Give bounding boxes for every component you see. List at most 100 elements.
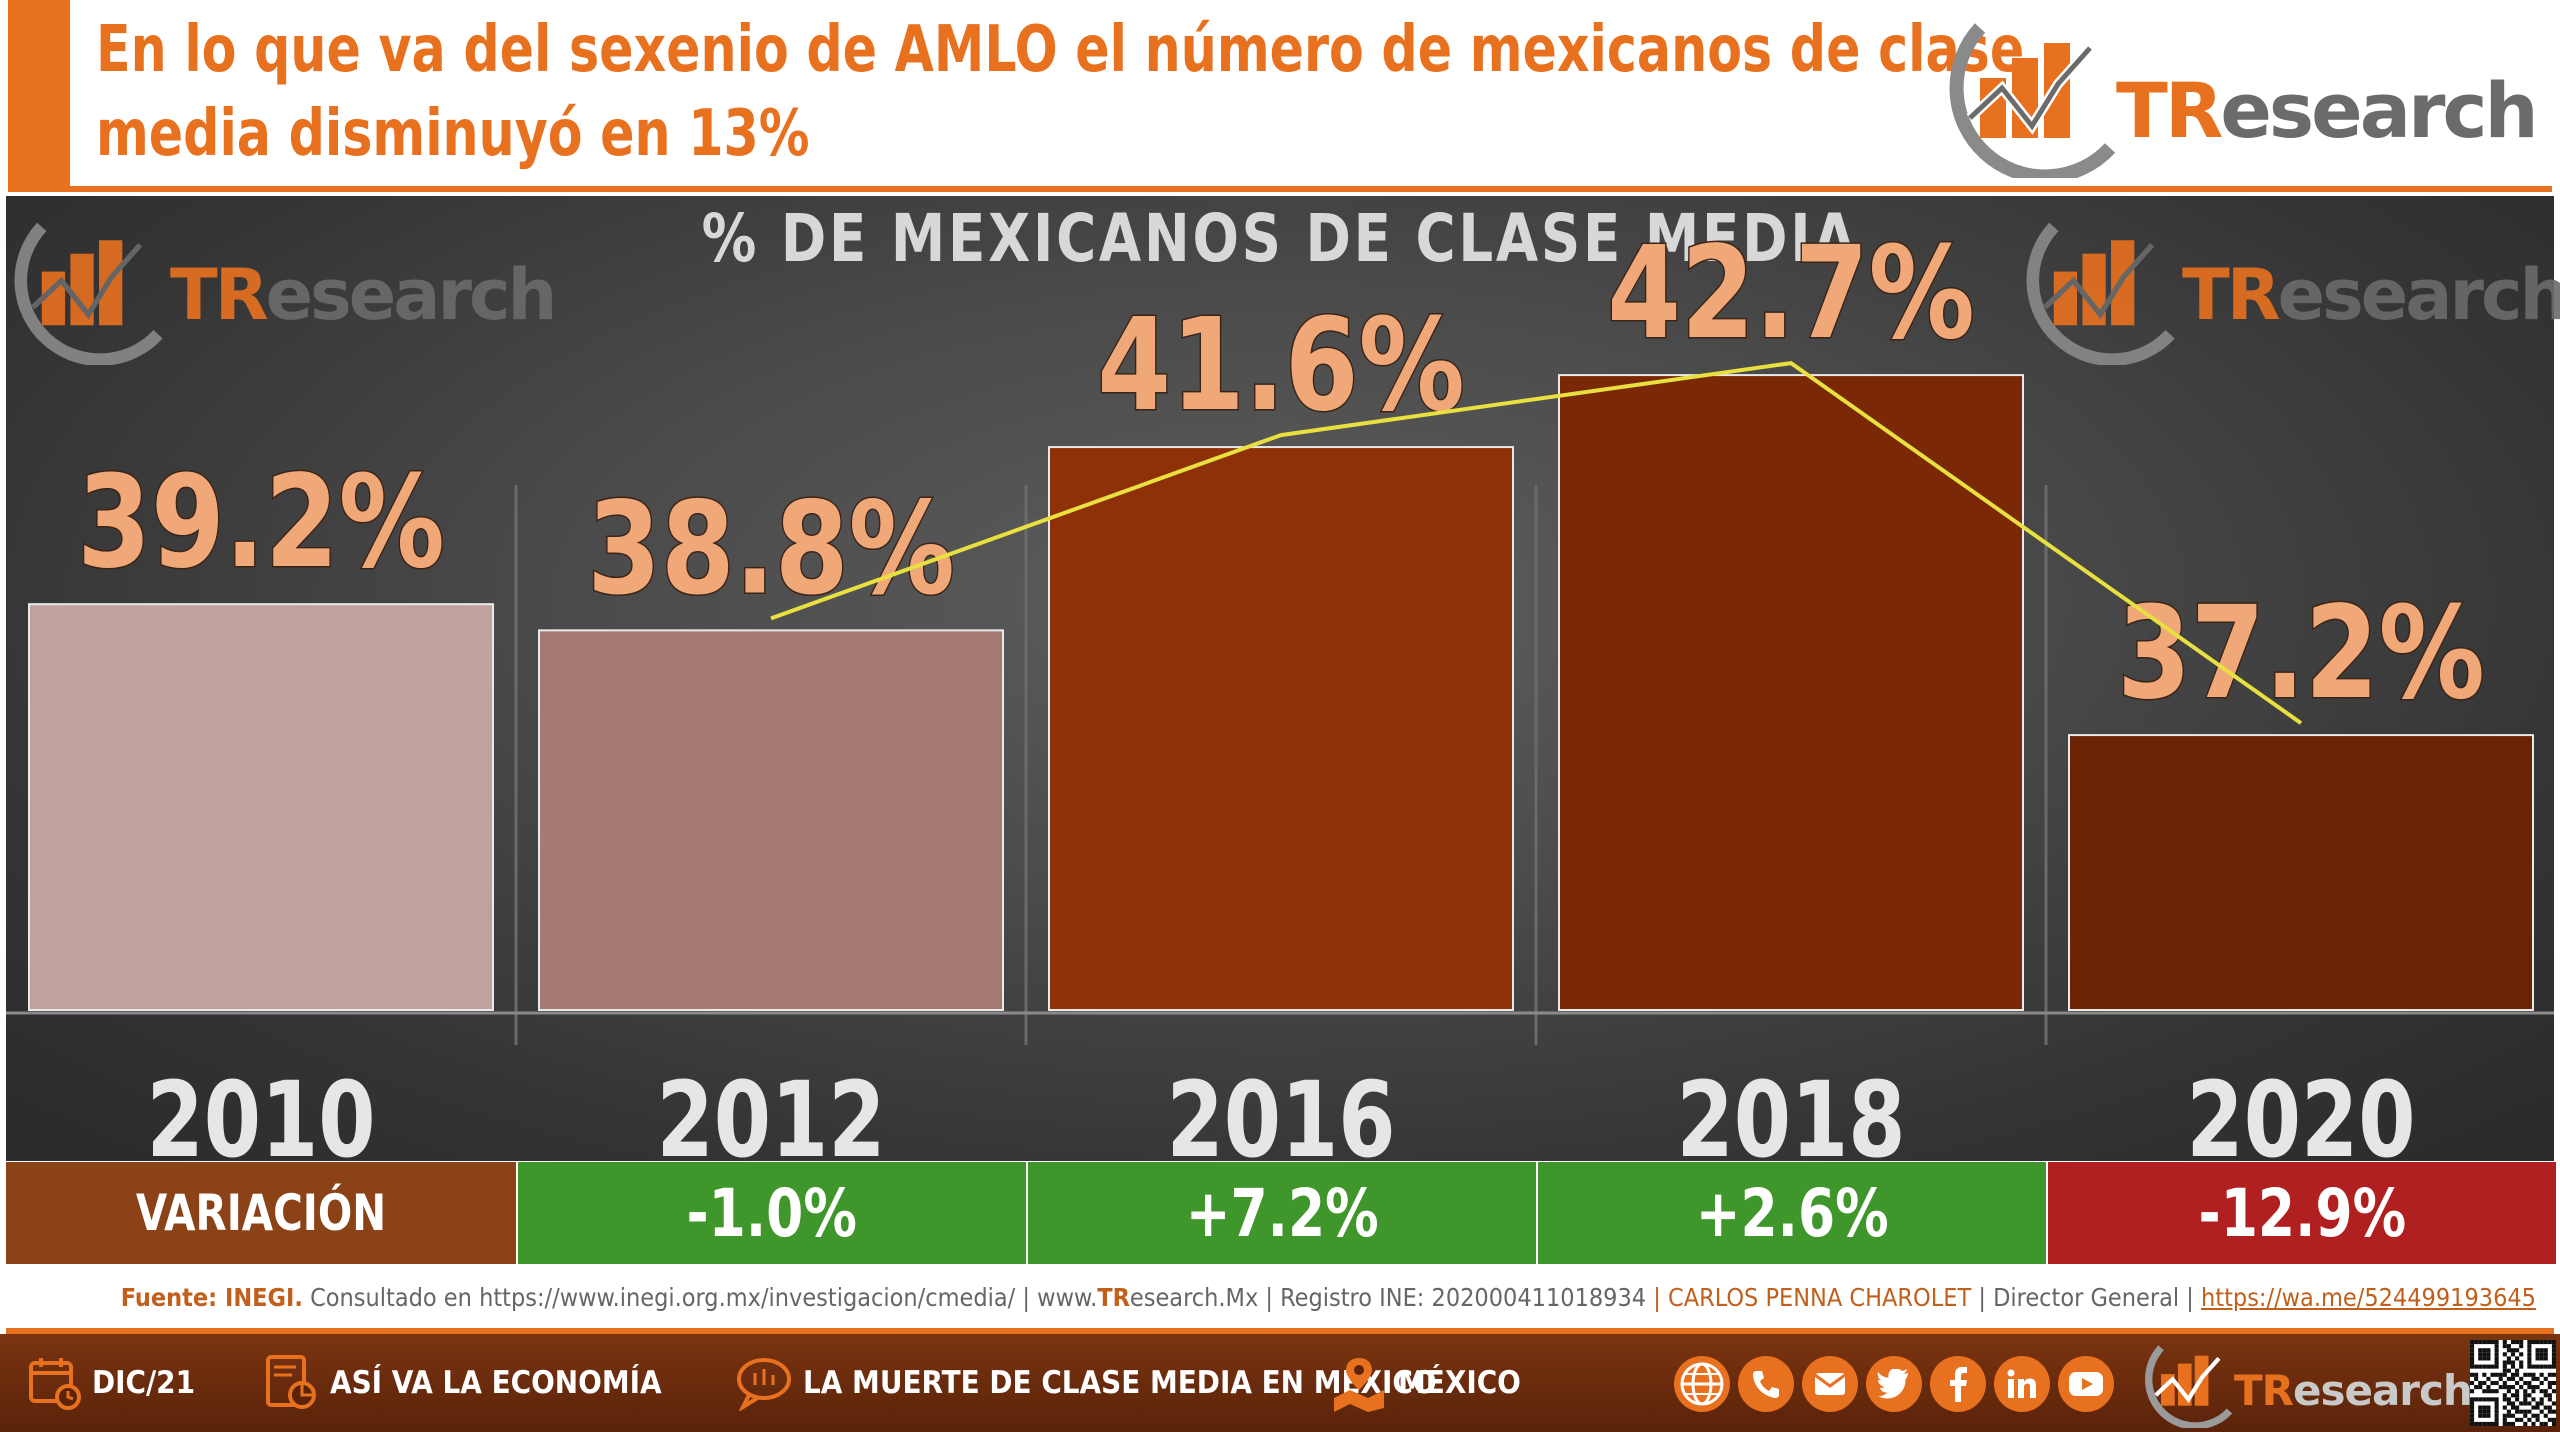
variation-value: +2.6% <box>1538 1162 2046 1264</box>
variation-label: VARIACIÓN <box>6 1162 516 1264</box>
qr-module <box>2486 1364 2491 1369</box>
qr-module <box>2527 1340 2532 1345</box>
qr-module <box>2527 1385 2532 1390</box>
qr-module <box>2551 1364 2556 1369</box>
x-tick-label-2016: 2016 <box>1166 1060 1395 1181</box>
qr-module <box>2535 1405 2540 1410</box>
qr-module <box>2543 1421 2548 1426</box>
qr-module <box>2531 1364 2536 1369</box>
qr-module <box>2551 1401 2556 1406</box>
qr-module <box>2531 1421 2536 1426</box>
qr-module <box>2470 1405 2475 1410</box>
qr-module <box>2519 1401 2524 1406</box>
qr-module <box>2470 1389 2475 1394</box>
qr-module <box>2482 1409 2487 1414</box>
qr-module <box>2502 1360 2507 1365</box>
qr-module <box>2470 1421 2475 1426</box>
qr-module <box>2486 1376 2491 1381</box>
qr-module <box>2527 1372 2532 1377</box>
linkedin-icon[interactable] <box>1994 1356 2050 1412</box>
qr-module <box>2531 1385 2536 1390</box>
header-accent-bar <box>8 0 70 186</box>
qr-module <box>2486 1397 2491 1402</box>
qr-code[interactable] <box>2470 1340 2556 1426</box>
qr-module <box>2523 1393 2528 1398</box>
qr-module <box>2515 1389 2520 1394</box>
youtube-icon[interactable] <box>2058 1356 2114 1412</box>
whatsapp-link[interactable]: https://wa.me/524499193645 <box>2201 1282 2536 1312</box>
qr-module <box>2531 1389 2536 1394</box>
qr-module <box>2482 1352 2487 1357</box>
source-label: Fuente: INEGI. <box>120 1282 303 1312</box>
qr-module <box>2470 1360 2475 1365</box>
qr-module <box>2543 1340 2548 1345</box>
qr-module <box>2523 1380 2528 1386</box>
qr-module <box>2486 1340 2491 1345</box>
twitter-icon[interactable] <box>1866 1356 1922 1412</box>
x-tick-label-2018: 2018 <box>1676 1060 1905 1181</box>
qr-module <box>2535 1413 2540 1418</box>
qr-module <box>2519 1360 2524 1365</box>
qr-module <box>2482 1413 2487 1418</box>
qr-module <box>2510 1376 2516 1381</box>
qr-module <box>2523 1413 2528 1418</box>
bar-2018 <box>1558 374 2024 1012</box>
qr-module <box>2482 1372 2487 1377</box>
qr-module <box>2543 1348 2548 1353</box>
source-url-link[interactable]: https://www.inegi.org.mx/investigacion/c… <box>479 1282 1016 1312</box>
qr-module <box>2539 1364 2544 1369</box>
facebook-icon[interactable] <box>1930 1356 1986 1412</box>
qr-module <box>2551 1372 2556 1377</box>
qr-module <box>2535 1352 2540 1357</box>
qr-module <box>2502 1380 2507 1386</box>
qr-module <box>2539 1348 2544 1353</box>
qr-module <box>2494 1380 2499 1386</box>
qr-module <box>2482 1405 2487 1410</box>
source-line: Fuente: INEGI. Consultado en https://www… <box>121 1283 2554 1312</box>
qr-module <box>2539 1389 2544 1394</box>
qr-module <box>2531 1340 2536 1345</box>
header-rule <box>8 186 2552 192</box>
qr-module <box>2502 1364 2507 1369</box>
footer-topic-label: LA MUERTE DE CLASE MEDIA EN MÉXICO <box>803 1365 1437 1401</box>
qr-module <box>2494 1405 2499 1410</box>
qr-module <box>2502 1393 2507 1398</box>
qr-module <box>2498 1385 2503 1390</box>
qr-module <box>2527 1401 2532 1406</box>
qr-module <box>2551 1417 2556 1422</box>
qr-module <box>2482 1340 2487 1345</box>
qr-module <box>2482 1380 2487 1386</box>
qr-module <box>2474 1364 2479 1369</box>
qr-module <box>2527 1393 2532 1398</box>
qr-module <box>2510 1348 2516 1353</box>
qr-module <box>2494 1417 2499 1422</box>
qr-module <box>2470 1417 2475 1422</box>
qr-module <box>2470 1413 2475 1418</box>
qr-module <box>2506 1385 2511 1390</box>
qr-module <box>2478 1356 2483 1361</box>
phone-icon[interactable] <box>1738 1356 1794 1412</box>
qr-module <box>2531 1372 2536 1377</box>
qr-module <box>2519 1376 2524 1381</box>
footer: DIC/21 ASÍ VA LA ECONOMÍA LA MUERTE DE C… <box>0 1334 2560 1432</box>
source-separator: | <box>1022 1282 1031 1312</box>
qr-module <box>2539 1340 2544 1345</box>
qr-module <box>2506 1389 2511 1394</box>
qr-module <box>2494 1389 2499 1394</box>
tresearch-logo-header[interactable]: TResearch <box>1940 8 2539 178</box>
bar-2020 <box>2068 734 2534 1011</box>
qr-module <box>2527 1417 2532 1422</box>
tresearch-mark-icon <box>1949 23 2116 178</box>
qr-module <box>2502 1421 2507 1426</box>
qr-module <box>2531 1376 2536 1381</box>
tresearch-logo-footer[interactable]: TResearch <box>2140 1336 2473 1428</box>
qr-module <box>2502 1352 2507 1357</box>
qr-module <box>2470 1356 2475 1361</box>
email-icon[interactable] <box>1802 1356 1858 1412</box>
qr-module <box>2543 1405 2548 1410</box>
qr-module <box>2519 1417 2524 1422</box>
globe-icon[interactable] <box>1674 1356 1730 1412</box>
site-link[interactable]: www.TResearch.Mx <box>1037 1283 1258 1312</box>
qr-module <box>2527 1364 2532 1369</box>
logo-text-rest: esearch <box>2277 254 2560 336</box>
